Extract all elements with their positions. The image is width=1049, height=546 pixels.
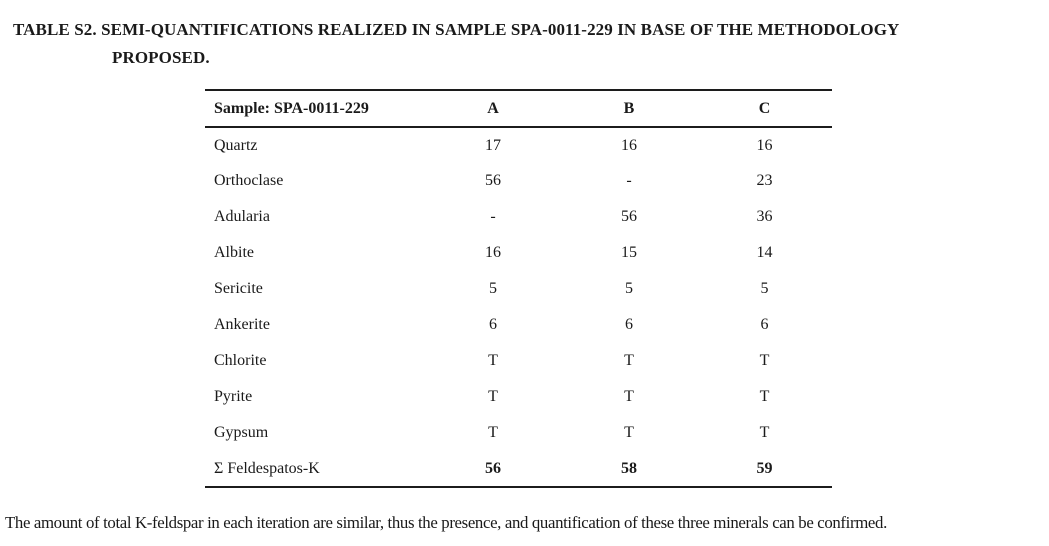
table-caption-line2: PROPOSED. — [112, 48, 210, 67]
table-row-orthoclase: Orthoclase 56 - 23 — [205, 163, 832, 199]
mineral-name-cell: Adularia — [214, 208, 270, 225]
header-col-c: C — [697, 89, 832, 128]
mineral-name-cell: Ankerite — [214, 316, 270, 333]
value-b-cell: 16 — [621, 136, 637, 154]
value-b-cell: T — [624, 388, 634, 405]
mineral-name-cell: Sericite — [214, 280, 263, 297]
value-c-cell: T — [759, 388, 770, 405]
header-sample-cell: Sample: SPA-0011-229 — [205, 89, 425, 128]
value-c-cell: 59 — [697, 451, 832, 488]
table-caption-line1: TABLE S2. SEMI-QUANTIFICATIONS REALIZED … — [13, 20, 900, 39]
table-caption: TABLE S2. SEMI-QUANTIFICATIONS REALIZED … — [13, 16, 1033, 72]
header-col-b: B — [561, 89, 697, 128]
table-header-row: Sample: SPA-0011-229 A B C — [205, 89, 832, 128]
table-row-chlorite: Chlorite T T T — [205, 343, 832, 379]
value-a-cell: T — [488, 352, 498, 369]
value-c-cell: 23 — [756, 172, 773, 189]
value-a-cell: T — [488, 424, 498, 441]
mineral-name-cell: Gypsum — [214, 424, 269, 441]
value-a-cell: 56 — [425, 451, 561, 488]
mineral-name-cell: Chlorite — [214, 352, 267, 369]
header-col-a: A — [425, 89, 561, 128]
value-c-cell: T — [759, 352, 770, 369]
value-b-cell: - — [626, 172, 632, 189]
value-a-cell: - — [490, 208, 496, 225]
quantification-table: Sample: SPA-0011-229 A B C Quartz 17 16 … — [205, 89, 832, 488]
table-row-sericite: Sericite 5 5 5 — [205, 271, 832, 307]
value-a-cell: 56 — [485, 172, 501, 189]
mineral-table: Sample: SPA-0011-229 A B C Quartz 17 16 … — [205, 89, 832, 488]
mineral-name-cell: Σ Feldespatos-K — [205, 451, 425, 488]
value-b-cell: T — [624, 424, 634, 441]
mineral-name-cell: Albite — [214, 244, 254, 261]
value-a-cell: T — [488, 388, 498, 405]
mineral-name-cell: Orthoclase — [214, 172, 284, 189]
value-c-cell: 16 — [756, 136, 773, 154]
value-c-cell: 36 — [756, 208, 773, 225]
table-row-pyrite: Pyrite T T T — [205, 379, 832, 415]
table-row-total-k-feldspar: Σ Feldespatos-K 56 58 59 — [205, 451, 832, 488]
value-a-cell: 17 — [485, 136, 501, 154]
table-row-quartz: Quartz 17 16 16 — [205, 127, 832, 163]
value-c-cell: 6 — [760, 316, 769, 333]
value-a-cell: 5 — [489, 280, 497, 297]
value-b-cell: T — [624, 352, 634, 369]
value-c-cell: 14 — [756, 244, 773, 261]
table-row-albite: Albite 16 15 14 — [205, 235, 832, 271]
value-a-cell: 16 — [485, 244, 501, 261]
value-b-cell: 15 — [621, 244, 637, 261]
value-b-cell: 5 — [625, 280, 633, 297]
value-b-cell: 58 — [561, 451, 697, 488]
table-row-gypsum: Gypsum T T T — [205, 415, 832, 451]
table-row-adularia: Adularia - 56 36 — [205, 199, 832, 235]
value-b-cell: 56 — [621, 208, 637, 225]
value-c-cell: T — [759, 424, 770, 441]
table-row-ankerite: Ankerite 6 6 6 — [205, 307, 832, 343]
value-b-cell: 6 — [625, 316, 633, 333]
mineral-name-cell: Pyrite — [214, 388, 253, 405]
footnote-text: The amount of total K-feldspar in each i… — [5, 513, 887, 532]
value-c-cell: 5 — [760, 280, 769, 297]
mineral-name-cell: Quartz — [214, 136, 258, 154]
value-a-cell: 6 — [489, 316, 497, 333]
